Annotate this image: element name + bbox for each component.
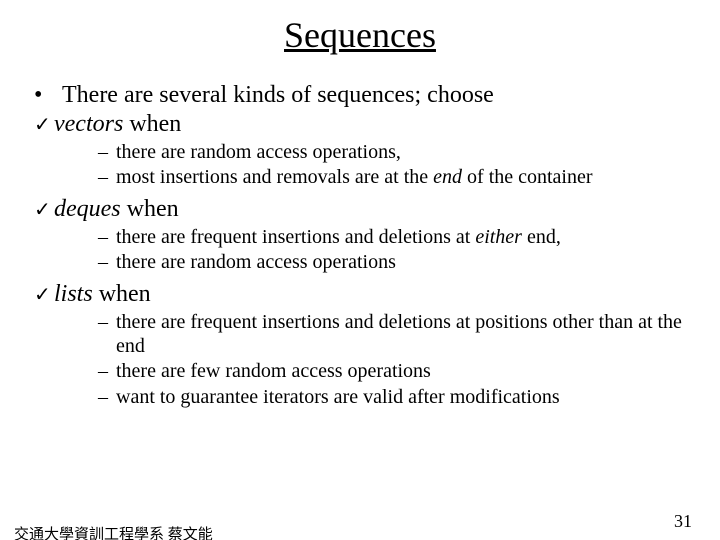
sub-text: there are few random access operations [116, 359, 700, 383]
bullet-icon: • [34, 82, 62, 109]
intro-text: There are several kinds of sequences; ch… [62, 82, 494, 109]
sub-pre: there are random access operations, [116, 141, 401, 163]
sub-text: there are random access operations [116, 250, 700, 274]
check-icon: ✓ [34, 197, 54, 222]
dash-icon: – [98, 250, 116, 274]
sub-text: there are frequent insertions and deleti… [116, 225, 700, 249]
section-keyword: vectors [54, 111, 123, 137]
sub-item: – there are random access operations, [98, 140, 700, 164]
slide: Sequences • There are several kinds of s… [0, 14, 720, 540]
sub-list-vectors: – there are random access operations, – … [34, 140, 700, 190]
sub-list-lists: – there are frequent insertions and dele… [34, 310, 700, 410]
sub-item: – most insertions and removals are at th… [98, 165, 700, 189]
dash-icon: – [98, 165, 116, 189]
sub-pre: want to guarantee iterators are valid af… [116, 386, 560, 408]
section-suffix: when [123, 111, 181, 137]
section-heading: vectors when [54, 111, 181, 138]
sub-item: – there are random access operations [98, 250, 700, 274]
check-icon: ✓ [34, 282, 54, 307]
section-keyword: deques [54, 196, 121, 222]
sub-post: end, [522, 226, 561, 248]
section-vectors: ✓ vectors when [34, 111, 700, 138]
footer-left: 交通大學資訓工程學系 蔡文能 [14, 523, 213, 540]
sub-pre: there are frequent insertions and deleti… [116, 311, 682, 357]
sub-em: either [475, 226, 522, 248]
sub-post: of the container [462, 166, 593, 188]
section-keyword: lists [54, 281, 93, 307]
sub-pre: there are random access operations [116, 251, 396, 273]
dash-icon: – [98, 385, 116, 409]
sub-list-deques: – there are frequent insertions and dele… [34, 225, 700, 275]
section-suffix: when [121, 196, 179, 222]
sub-item: – there are frequent insertions and dele… [98, 310, 700, 359]
sub-item: – there are few random access operations [98, 359, 700, 383]
sub-text: want to guarantee iterators are valid af… [116, 385, 700, 409]
sub-pre: there are frequent insertions and deleti… [116, 226, 475, 248]
dash-icon: – [98, 140, 116, 164]
section-lists: ✓ lists when [34, 281, 700, 308]
slide-content: • There are several kinds of sequences; … [0, 82, 720, 409]
page-number: 31 [674, 511, 692, 532]
intro-line: • There are several kinds of sequences; … [34, 82, 700, 109]
section-suffix: when [93, 281, 151, 307]
section-deques: ✓ deques when [34, 196, 700, 223]
dash-icon: – [98, 310, 116, 334]
sub-em: end [433, 166, 462, 188]
sub-pre: there are few random access operations [116, 360, 431, 382]
section-heading: lists when [54, 281, 151, 308]
sub-pre: most insertions and removals are at the [116, 166, 433, 188]
sub-text: there are frequent insertions and deleti… [116, 310, 700, 359]
slide-title: Sequences [0, 14, 720, 56]
sub-item: – there are frequent insertions and dele… [98, 225, 700, 249]
sub-text: there are random access operations, [116, 140, 700, 164]
dash-icon: – [98, 225, 116, 249]
dash-icon: – [98, 359, 116, 383]
sub-item: – want to guarantee iterators are valid … [98, 385, 700, 409]
check-icon: ✓ [34, 112, 54, 137]
sub-text: most insertions and removals are at the … [116, 165, 700, 189]
section-heading: deques when [54, 196, 179, 223]
